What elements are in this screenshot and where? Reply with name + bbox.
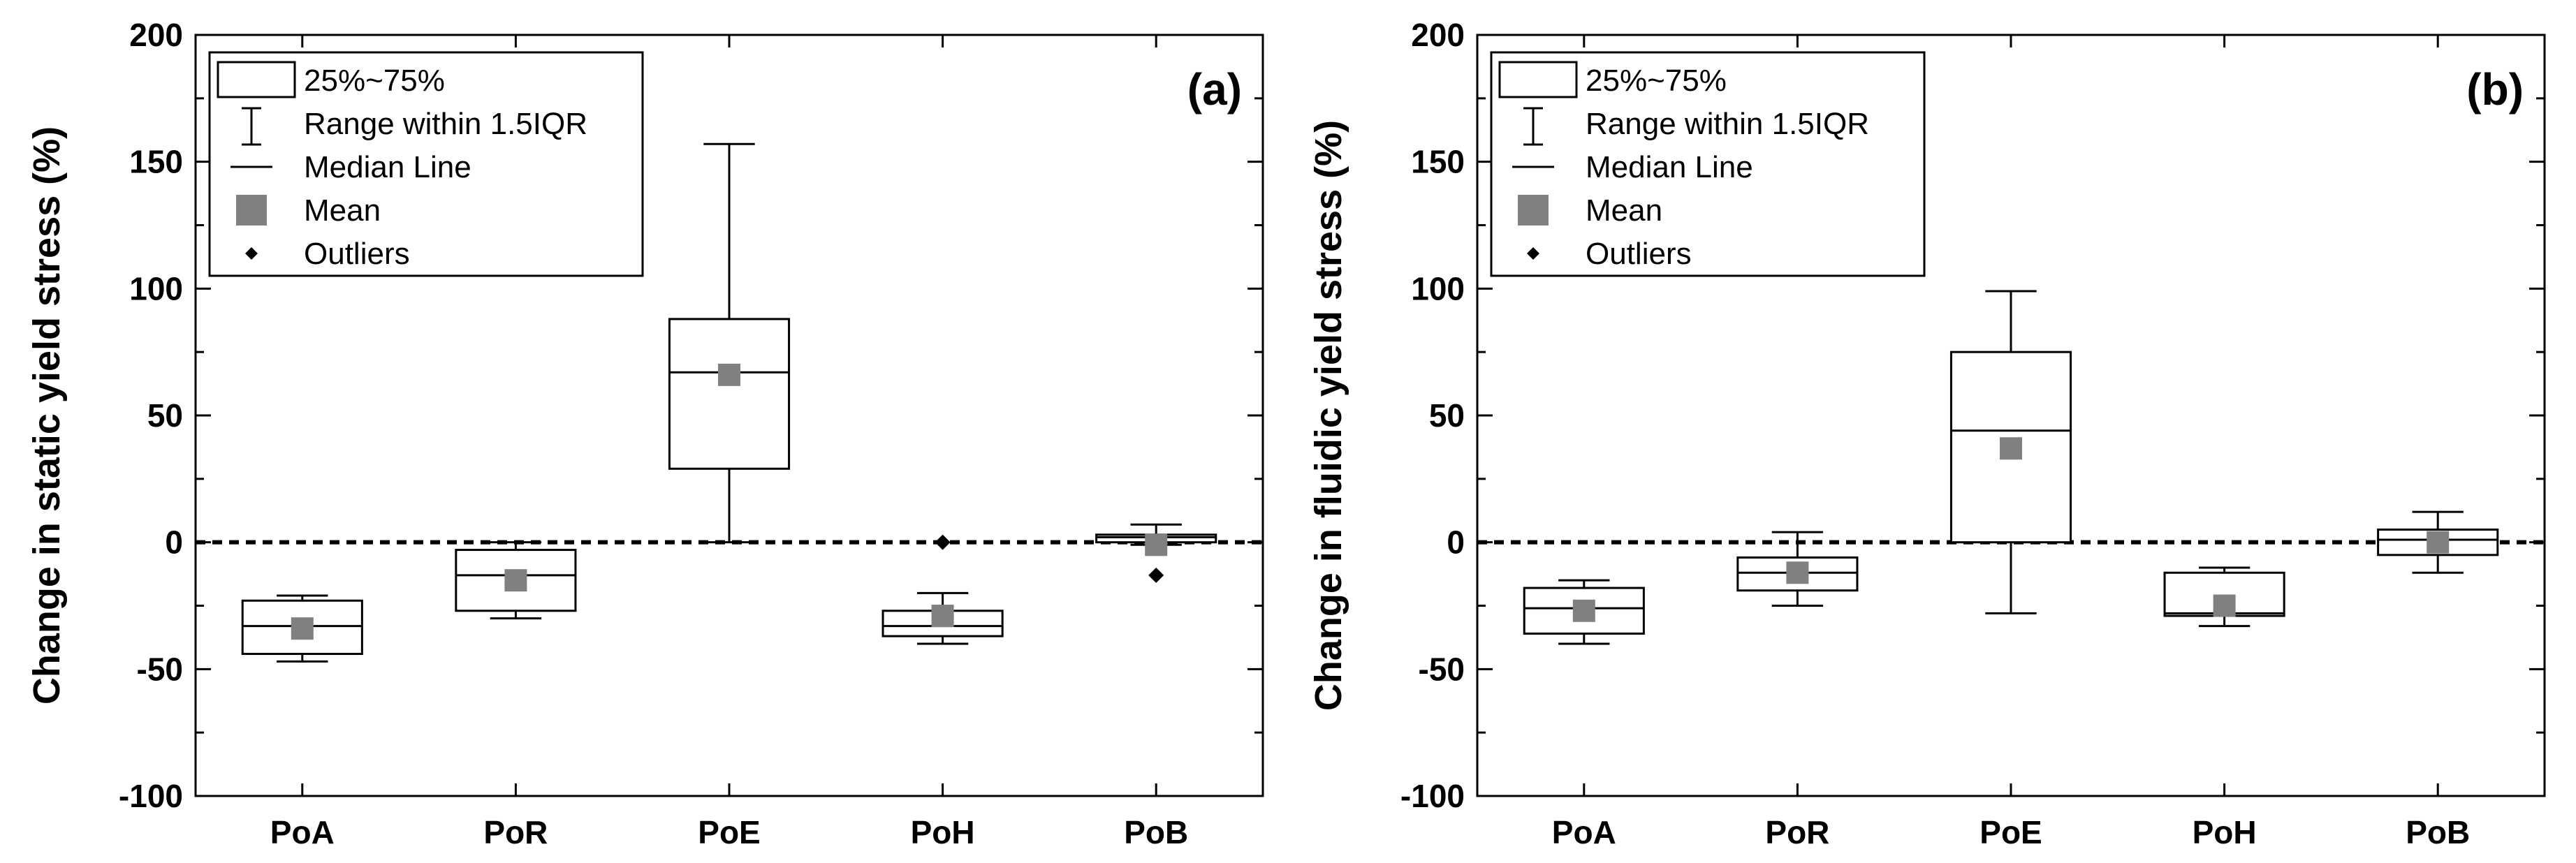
y-tick-label: -50 — [1419, 651, 1465, 687]
mean-marker — [504, 569, 527, 592]
box-PoB — [1095, 523, 1217, 583]
legend-entry-label: Median Line — [304, 150, 471, 184]
x-tick-label: PoH — [911, 814, 975, 850]
legend-entry-label: Mean — [304, 193, 381, 228]
panel-a: -100 -50 0 50 100 150 200 PoA PoR PoE PoH PoB Change… — [26, 17, 1264, 850]
panel-label: (b) — [2466, 64, 2524, 115]
box-PoE — [1949, 290, 2072, 614]
mean-marker — [931, 605, 954, 628]
legend-box-symbol — [217, 61, 296, 98]
x-tick-label: PoA — [270, 814, 335, 850]
mean-marker — [291, 617, 314, 640]
mean-marker — [1572, 599, 1595, 622]
box-PoR — [455, 541, 577, 620]
y-tick-label: 0 — [1447, 524, 1465, 561]
mean-marker — [718, 363, 740, 386]
legend-entry-label: Outliers — [1586, 237, 1692, 271]
box-PoA — [241, 594, 363, 663]
legend-entry-label: Mean — [1586, 193, 1662, 228]
box-PoH — [881, 534, 1004, 645]
x-tick-label: PoR — [1765, 814, 1829, 850]
mean-marker — [2213, 594, 2236, 617]
y-tick-label: -100 — [119, 778, 183, 814]
legend-entry-label: Range within 1.5IQR — [1586, 107, 1869, 141]
legend: 25%~75% Range within 1.5IQR Median Line Mea… — [1490, 51, 1926, 277]
box-PoE — [668, 142, 791, 544]
legend: 25%~75% Range within 1.5IQR Median Line Mea… — [208, 51, 644, 277]
x-tick-label: PoA — [1552, 814, 1616, 850]
y-axis-title: Change in fluidic yield stress (%) — [1308, 120, 1349, 711]
box-PoA — [1523, 579, 1645, 645]
x-tick-label: PoE — [698, 814, 760, 850]
x-tick-label: PoB — [1124, 814, 1188, 850]
y-tick-label: -50 — [137, 651, 183, 687]
legend-frame — [1490, 51, 1926, 277]
box-iqr — [1736, 556, 1859, 592]
y-axis-title: Change in static yield stress (%) — [26, 126, 68, 705]
legend-mean-symbol — [1518, 195, 1549, 226]
legend-entry-label: Range within 1.5IQR — [304, 107, 587, 141]
outlier-marker — [1148, 567, 1164, 583]
x-tick-label: PoH — [2193, 814, 2257, 850]
y-tick-label: 50 — [1429, 397, 1465, 434]
y-tick-label: 100 — [1411, 270, 1465, 307]
legend-entry-label: Outliers — [304, 237, 410, 271]
y-tick-label: -100 — [1400, 778, 1465, 814]
y-tick-label: 150 — [129, 144, 183, 180]
panel-label: (a) — [1187, 64, 1242, 115]
legend-entry-label: 25%~75% — [304, 64, 445, 98]
box-iqr — [668, 318, 791, 470]
mean-marker — [2427, 531, 2450, 554]
y-tick-label: 200 — [1411, 17, 1465, 53]
legend-box-symbol — [1498, 61, 1578, 98]
y-tick-label: 0 — [165, 524, 183, 561]
y-tick-label: 150 — [1411, 144, 1465, 180]
y-tick-label: 200 — [129, 17, 183, 53]
y-tick-label: 50 — [147, 397, 183, 434]
x-tick-label: PoR — [483, 814, 548, 850]
mean-marker — [1145, 533, 1168, 556]
mean-marker — [2000, 437, 2022, 460]
legend-entry-label: Median Line — [1586, 150, 1753, 184]
panel-b: -100 -50 0 50 100 150 200 PoA PoR PoE PoH PoB Change… — [1308, 17, 2546, 850]
legend-mean-symbol — [236, 195, 267, 226]
box-PoB — [2377, 510, 2499, 574]
legend-entry-label: 25%~75% — [1586, 64, 1727, 98]
box-PoR — [1736, 531, 1859, 607]
box-PoH — [2163, 566, 2285, 628]
mean-marker — [1786, 561, 1809, 584]
legend-outlier-symbol — [245, 247, 258, 260]
x-tick-label: PoE — [1979, 814, 2042, 850]
x-tick-label: PoB — [2406, 814, 2470, 850]
legend-outlier-symbol — [1527, 247, 1539, 260]
y-tick-label: 100 — [129, 270, 183, 307]
outlier-marker — [935, 534, 951, 550]
